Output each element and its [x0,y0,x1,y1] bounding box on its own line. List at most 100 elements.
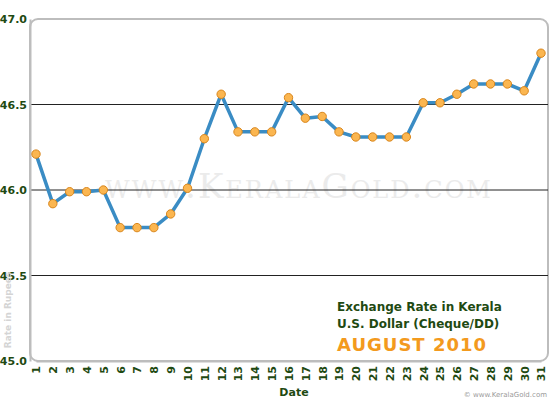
source-credit: © www.KeralaGold.com [464,391,547,399]
point [99,186,107,194]
x-tick-label: 7 [131,366,144,374]
x-tick: 30 [519,361,532,381]
x-tick: 4 [81,361,94,374]
x-tick: 24 [418,361,431,381]
x-tick: 17 [300,361,313,381]
y-axis-line [30,20,32,362]
point [150,223,158,231]
y-tick: 45.0 [0,355,30,368]
chart: www.KeralaGold.com45.045.546.046.547.012… [0,0,550,400]
point [318,112,326,120]
x-tick-label: 31 [535,366,548,381]
y-tick-label: 46.0 [0,184,27,197]
grid-line [30,104,548,105]
plot-frame [30,19,548,361]
point [368,133,376,141]
grid [30,105,548,276]
point [352,133,360,141]
point [284,93,292,101]
point [469,80,477,88]
x-tick: 14 [249,361,262,381]
point [251,128,259,136]
x-tick-label: 2 [47,366,60,374]
point [217,90,225,98]
x-tick: 21 [367,361,380,381]
x-tick: 1 [30,361,43,374]
title: Exchange Rate in Kerala [337,300,502,314]
y-tick: 46.5 [0,99,30,112]
y-axis-title: Rate in Rupees [3,272,13,349]
x-tick: 3 [64,361,77,374]
x-tick-label: 26 [451,366,464,382]
x-tick: 19 [333,361,346,381]
point [82,188,90,196]
point [32,150,40,158]
x-tick: 26 [451,361,464,381]
point [335,128,343,136]
x-tick: 22 [384,361,397,381]
x-tick-label: 16 [283,366,296,382]
x-tick-label: 13 [232,366,245,381]
x-tick-label: 19 [333,366,346,381]
x-tick-label: 3 [64,366,77,374]
x-tick-label: 15 [266,366,279,381]
period-label: AUGUST 2010 [337,334,487,355]
point [537,49,545,57]
x-tick-label: 23 [401,366,414,381]
point [419,99,427,107]
y-tick: 46.0 [0,184,30,197]
x-tick: 5 [98,361,111,374]
point [503,80,511,88]
x-tick-label: 30 [519,366,532,382]
point [402,133,410,141]
subtitle: U.S. Dollar (Cheque/DD) [337,317,499,331]
x-tick: 25 [434,361,447,381]
x-axis-title: Date [279,386,308,399]
x-tick-label: 27 [468,366,481,381]
x-tick-label: 24 [418,366,431,382]
point [49,199,57,207]
point [200,135,208,143]
x-tick-label: 12 [216,366,229,381]
x-tick: 7 [131,361,144,374]
x-tick: 6 [115,361,128,374]
point [133,223,141,231]
point [234,128,242,136]
point [301,114,309,122]
series [32,49,545,232]
x-tick-label: 6 [115,366,128,374]
y-tick-label: 46.5 [0,99,27,112]
x-tick: 31 [535,361,548,381]
x-tick-label: 25 [434,366,447,381]
y-tick: 47.0 [0,13,30,26]
y-tick-label: 47.0 [0,13,27,26]
point [166,210,174,218]
point [183,184,191,192]
x-tick: 15 [266,361,279,381]
x-tick: 29 [502,361,515,381]
x-tick: 11 [199,361,212,381]
x-tick: 28 [485,361,498,381]
x-tick: 10 [182,361,195,381]
x-axis: 1234567891011121314151617181920212223242… [30,361,548,381]
point [116,223,124,231]
point [520,87,528,95]
point [453,90,461,98]
point [436,99,444,107]
x-tick-label: 22 [384,366,397,381]
watermark: www.KeralaGold.com [105,166,493,206]
x-tick-label: 1 [30,366,43,374]
x-tick-label: 17 [300,366,313,381]
x-tick: 12 [216,361,229,381]
x-tick-label: 14 [249,366,262,382]
x-tick: 18 [317,361,330,381]
x-tick-label: 10 [182,366,195,382]
x-tick-label: 29 [502,366,515,381]
x-tick: 27 [468,361,481,381]
point [486,80,494,88]
x-tick: 13 [232,361,245,381]
y-axis: 45.045.546.046.547.0 [0,13,31,368]
x-tick-label: 18 [317,366,330,381]
x-tick-label: 11 [199,366,212,381]
x-tick-label: 21 [367,366,380,381]
